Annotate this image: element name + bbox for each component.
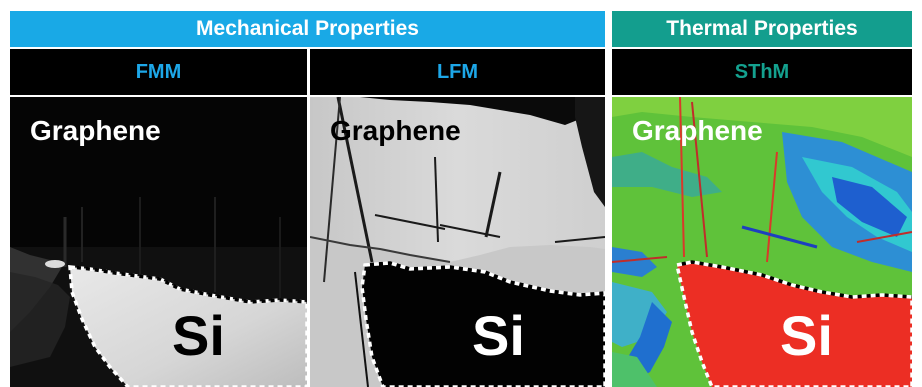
mechanical-properties-header: Mechanical Properties <box>10 11 605 47</box>
mechanical-properties-label: Mechanical Properties <box>196 17 419 40</box>
mode-label-fmm: FMM <box>135 60 182 83</box>
mode-header-sthm: SThM <box>612 49 912 95</box>
fmm-micrograph <box>10 97 307 387</box>
si-label-sthm: Si <box>780 304 833 367</box>
mode-label-sthm: SThM <box>734 60 790 83</box>
sthm-micrograph <box>612 97 912 387</box>
graphene-label-lfm: Graphene <box>330 115 461 146</box>
mode-label-lfm: LFM <box>436 60 479 83</box>
sthm-image-panel: Graphene Si <box>612 97 912 387</box>
si-label-lfm: Si <box>472 304 525 367</box>
graphene-label-fmm: Graphene <box>30 115 161 146</box>
thermal-properties-header: Thermal Properties <box>612 11 912 47</box>
thermal-properties-label: Thermal Properties <box>666 17 858 40</box>
lfm-image-panel: Graphene Si <box>310 97 605 387</box>
si-label-fmm: Si <box>172 304 225 367</box>
lfm-micrograph <box>310 97 605 387</box>
mode-header-fmm: FMM <box>10 49 307 95</box>
mode-header-lfm: LFM <box>310 49 605 95</box>
graphene-label-sthm: Graphene <box>632 115 763 146</box>
fmm-image-panel: Graphene Si <box>10 97 307 387</box>
